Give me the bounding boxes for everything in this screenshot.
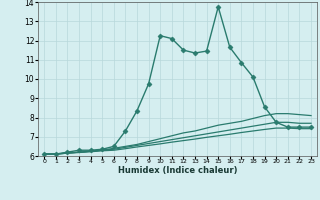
X-axis label: Humidex (Indice chaleur): Humidex (Indice chaleur)	[118, 166, 237, 175]
